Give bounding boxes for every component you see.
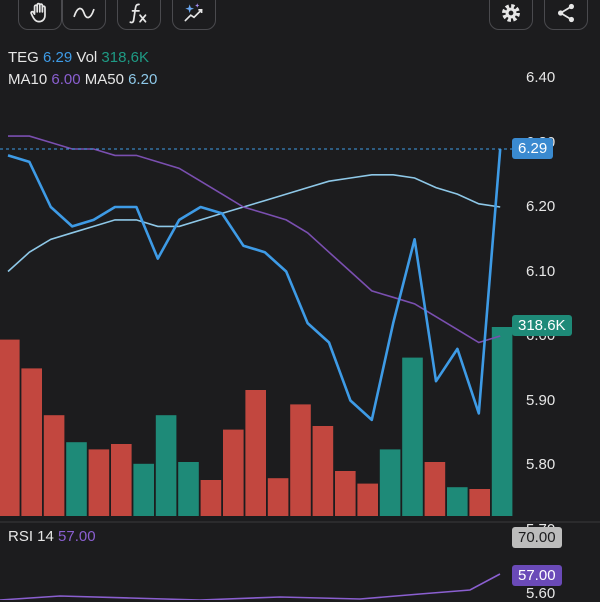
volume-bar <box>133 463 154 516</box>
y-tick-label: 6.40 <box>526 69 556 86</box>
ma50-value: 6.20 <box>128 71 158 88</box>
wave-icon <box>73 7 95 19</box>
volume-bar <box>290 404 311 516</box>
fx-icon <box>129 3 147 24</box>
rsi-label: RSI 14 <box>8 528 54 545</box>
volume-bar <box>155 415 177 516</box>
volume-bar <box>424 462 446 516</box>
price-value: 6.29 <box>43 49 73 66</box>
volume-bar <box>111 444 132 516</box>
volume-bar <box>469 489 490 516</box>
price-line <box>7 148 502 422</box>
vol-label: Vol <box>76 49 98 66</box>
volume-bar <box>357 483 378 516</box>
ma50-label: MA50 <box>84 71 124 88</box>
volume-bar <box>447 487 468 516</box>
volume-bar <box>200 480 222 516</box>
rsi-level-tag: 70.00 <box>512 527 562 548</box>
symbol-label: TEG <box>8 49 39 66</box>
volume-bars <box>0 327 513 516</box>
ma10-label: MA10 <box>8 71 48 88</box>
share-button[interactable] <box>544 0 588 30</box>
y-tick-label: 6.20 <box>526 198 556 215</box>
settings-button[interactable] <box>489 0 533 30</box>
hand-icon <box>30 2 46 23</box>
rsi-value-tag: 57.00 <box>512 565 562 586</box>
ma50-line <box>7 174 501 273</box>
volume-bar <box>335 471 356 516</box>
price-legend: TEG 6.29 Vol 318,6K <box>8 49 149 66</box>
volume-bar <box>267 478 289 516</box>
volume-bar <box>66 442 87 516</box>
share-icon <box>557 3 575 23</box>
ai-insight-button[interactable] <box>172 0 216 30</box>
hand-tool-button[interactable] <box>18 0 62 30</box>
volume-bar <box>178 462 199 516</box>
volume-bar <box>223 429 244 516</box>
volume-bar <box>0 339 20 516</box>
indicator-button[interactable] <box>117 0 161 30</box>
volume-bar <box>491 327 513 516</box>
ma-legend: MA10 6.00 MA50 6.20 <box>8 71 157 88</box>
y-tick-label: 6.10 <box>526 262 556 280</box>
y-tick-label: 5.90 <box>526 391 556 409</box>
vol-value: 318,6K <box>101 49 149 66</box>
volume-bar <box>43 415 65 516</box>
y-tick-label: 5.80 <box>526 456 556 473</box>
sparkle-chart-icon <box>184 3 203 22</box>
y-tick-label: 5.60 <box>526 585 556 602</box>
volume-bar <box>402 357 423 516</box>
rsi-legend: RSI 14 57.00 <box>8 528 96 545</box>
volume-bar <box>21 368 42 516</box>
volume-bar <box>245 390 266 516</box>
last-price-tag: 6.29 <box>512 138 554 159</box>
volume-bar <box>88 449 110 516</box>
volume-tag: 318.6K <box>512 315 572 336</box>
line-tool-button[interactable] <box>62 0 106 30</box>
volume-bar <box>312 426 334 516</box>
rsi-value: 57.00 <box>58 528 96 545</box>
rsi-line <box>0 573 501 600</box>
gear-icon <box>502 4 520 22</box>
volume-bar <box>379 449 401 516</box>
ma10-value: 6.00 <box>51 71 81 88</box>
